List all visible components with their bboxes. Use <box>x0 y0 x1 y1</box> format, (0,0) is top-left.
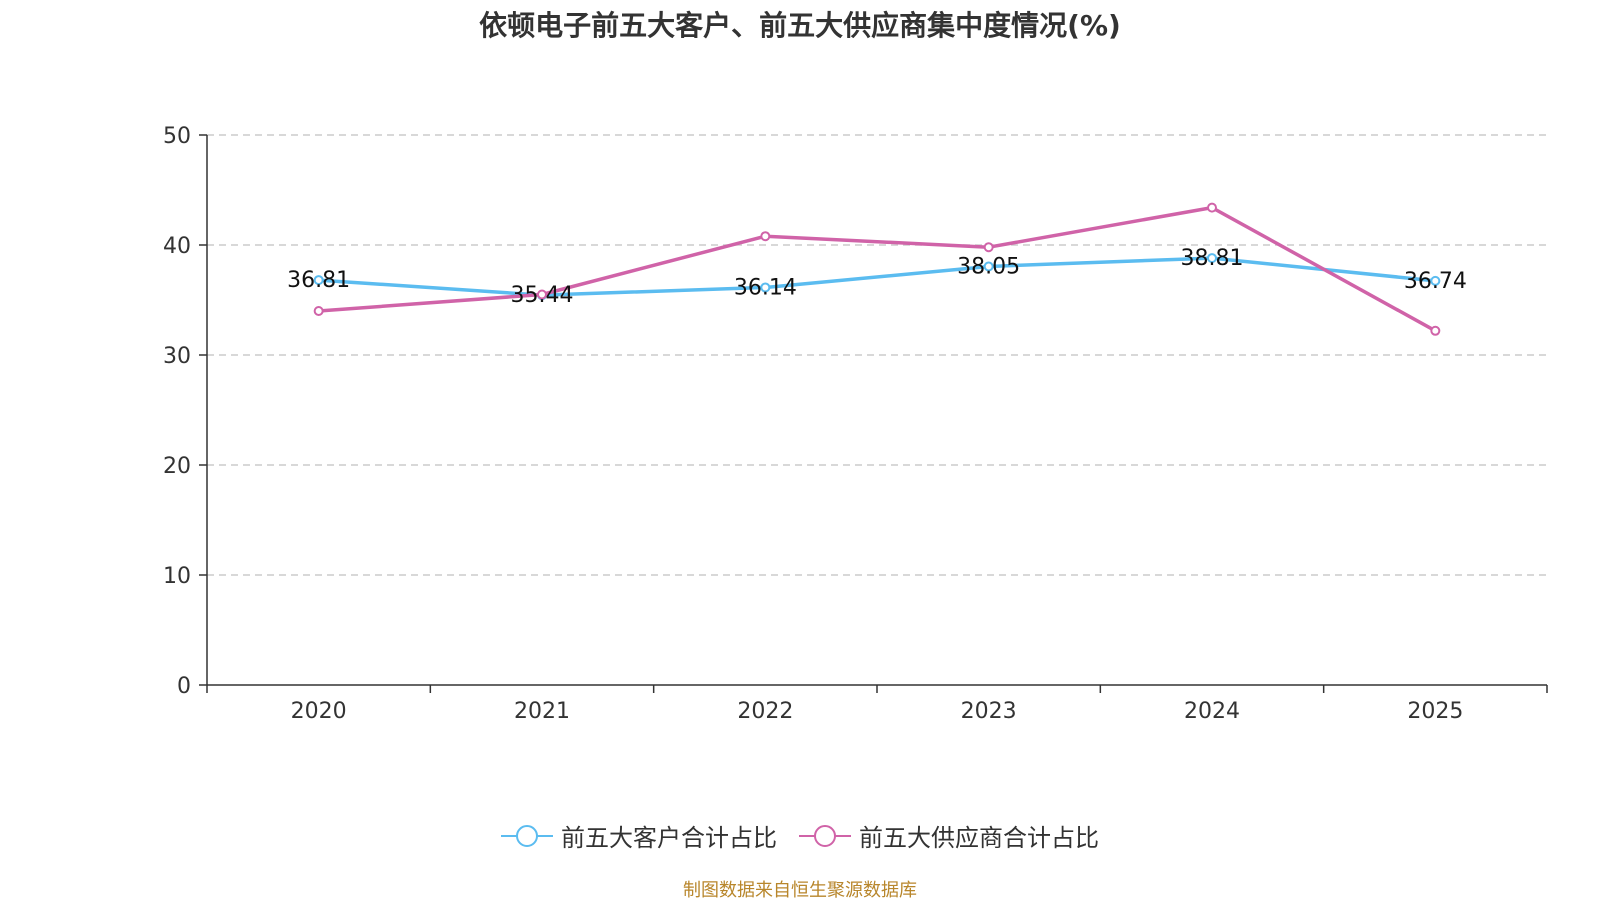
series <box>313 202 1441 336</box>
series-line-1 <box>318 205 1437 333</box>
x-tick-label-2023: 2023 <box>961 699 1017 724</box>
x-tick-label-2020: 2020 <box>291 699 347 724</box>
series-1-point-2024 <box>1207 202 1217 213</box>
legend: 前五大客户合计占比 前五大供应商合计占比 <box>0 818 1600 853</box>
data-label-2022: 36.14 <box>734 275 797 300</box>
data-label-2020: 36.81 <box>287 268 350 293</box>
x-tick-label-2021: 2021 <box>514 699 570 724</box>
legend-marker-customers-icon <box>501 824 553 847</box>
x-tick-label-2024: 2024 <box>1184 699 1240 724</box>
y-tick-label: 30 <box>163 344 191 369</box>
x-tick-label-2025: 2025 <box>1407 699 1463 724</box>
series-1-point-2023 <box>983 242 994 253</box>
data-label-2024: 38.81 <box>1181 246 1244 271</box>
y-tick-label: 20 <box>163 454 191 479</box>
y-tick-label: 50 <box>163 124 191 149</box>
data-label-2021: 35.44 <box>511 283 574 308</box>
series-line-0 <box>318 256 1436 297</box>
series-0-point-2024 <box>1207 253 1217 264</box>
axes: 0 10 20 30 40 50 2020 2021 2022 2023 2024 2025 <box>163 124 1548 724</box>
grid-lines <box>207 134 1547 576</box>
y-tick-label: 40 <box>163 234 191 259</box>
series-1-point-2020 <box>313 306 324 316</box>
legend-label-suppliers: 前五大供应商合计占比 <box>859 824 1099 852</box>
series-0-point-2025 <box>1430 275 1441 286</box>
data-label-2025: 36.74 <box>1404 269 1467 294</box>
x-tick-label-2022: 2022 <box>737 699 793 724</box>
series-0-point-2022 <box>760 282 771 293</box>
series-0-point-2023 <box>983 261 994 272</box>
series-1-point-2022 <box>760 231 771 242</box>
data-labels: 36.81 35.44 36.14 38.05 38.81 36.74 <box>287 246 1467 308</box>
legend-label-customers: 前五大客户合计占比 <box>561 824 777 852</box>
source-note: 制图数据来自恒生聚源数据库 <box>683 880 917 901</box>
series-0-point-2020 <box>313 275 324 286</box>
data-label-2023: 38.05 <box>957 254 1020 279</box>
legend-marker-suppliers-icon <box>799 824 851 847</box>
legend-item-customers[interactable]: 前五大客户合计占比 <box>501 818 777 853</box>
series-1-point-2021 <box>537 289 547 300</box>
legend-item-suppliers[interactable]: 前五大供应商合计占比 <box>799 818 1099 853</box>
y-tick-label: 0 <box>177 674 191 699</box>
y-tick-label: 10 <box>163 564 191 589</box>
chart-title: 依顿电子前五大客户、前五大供应商集中度情况(%) <box>479 9 1121 42</box>
series-1-point-2025 <box>1430 325 1441 336</box>
